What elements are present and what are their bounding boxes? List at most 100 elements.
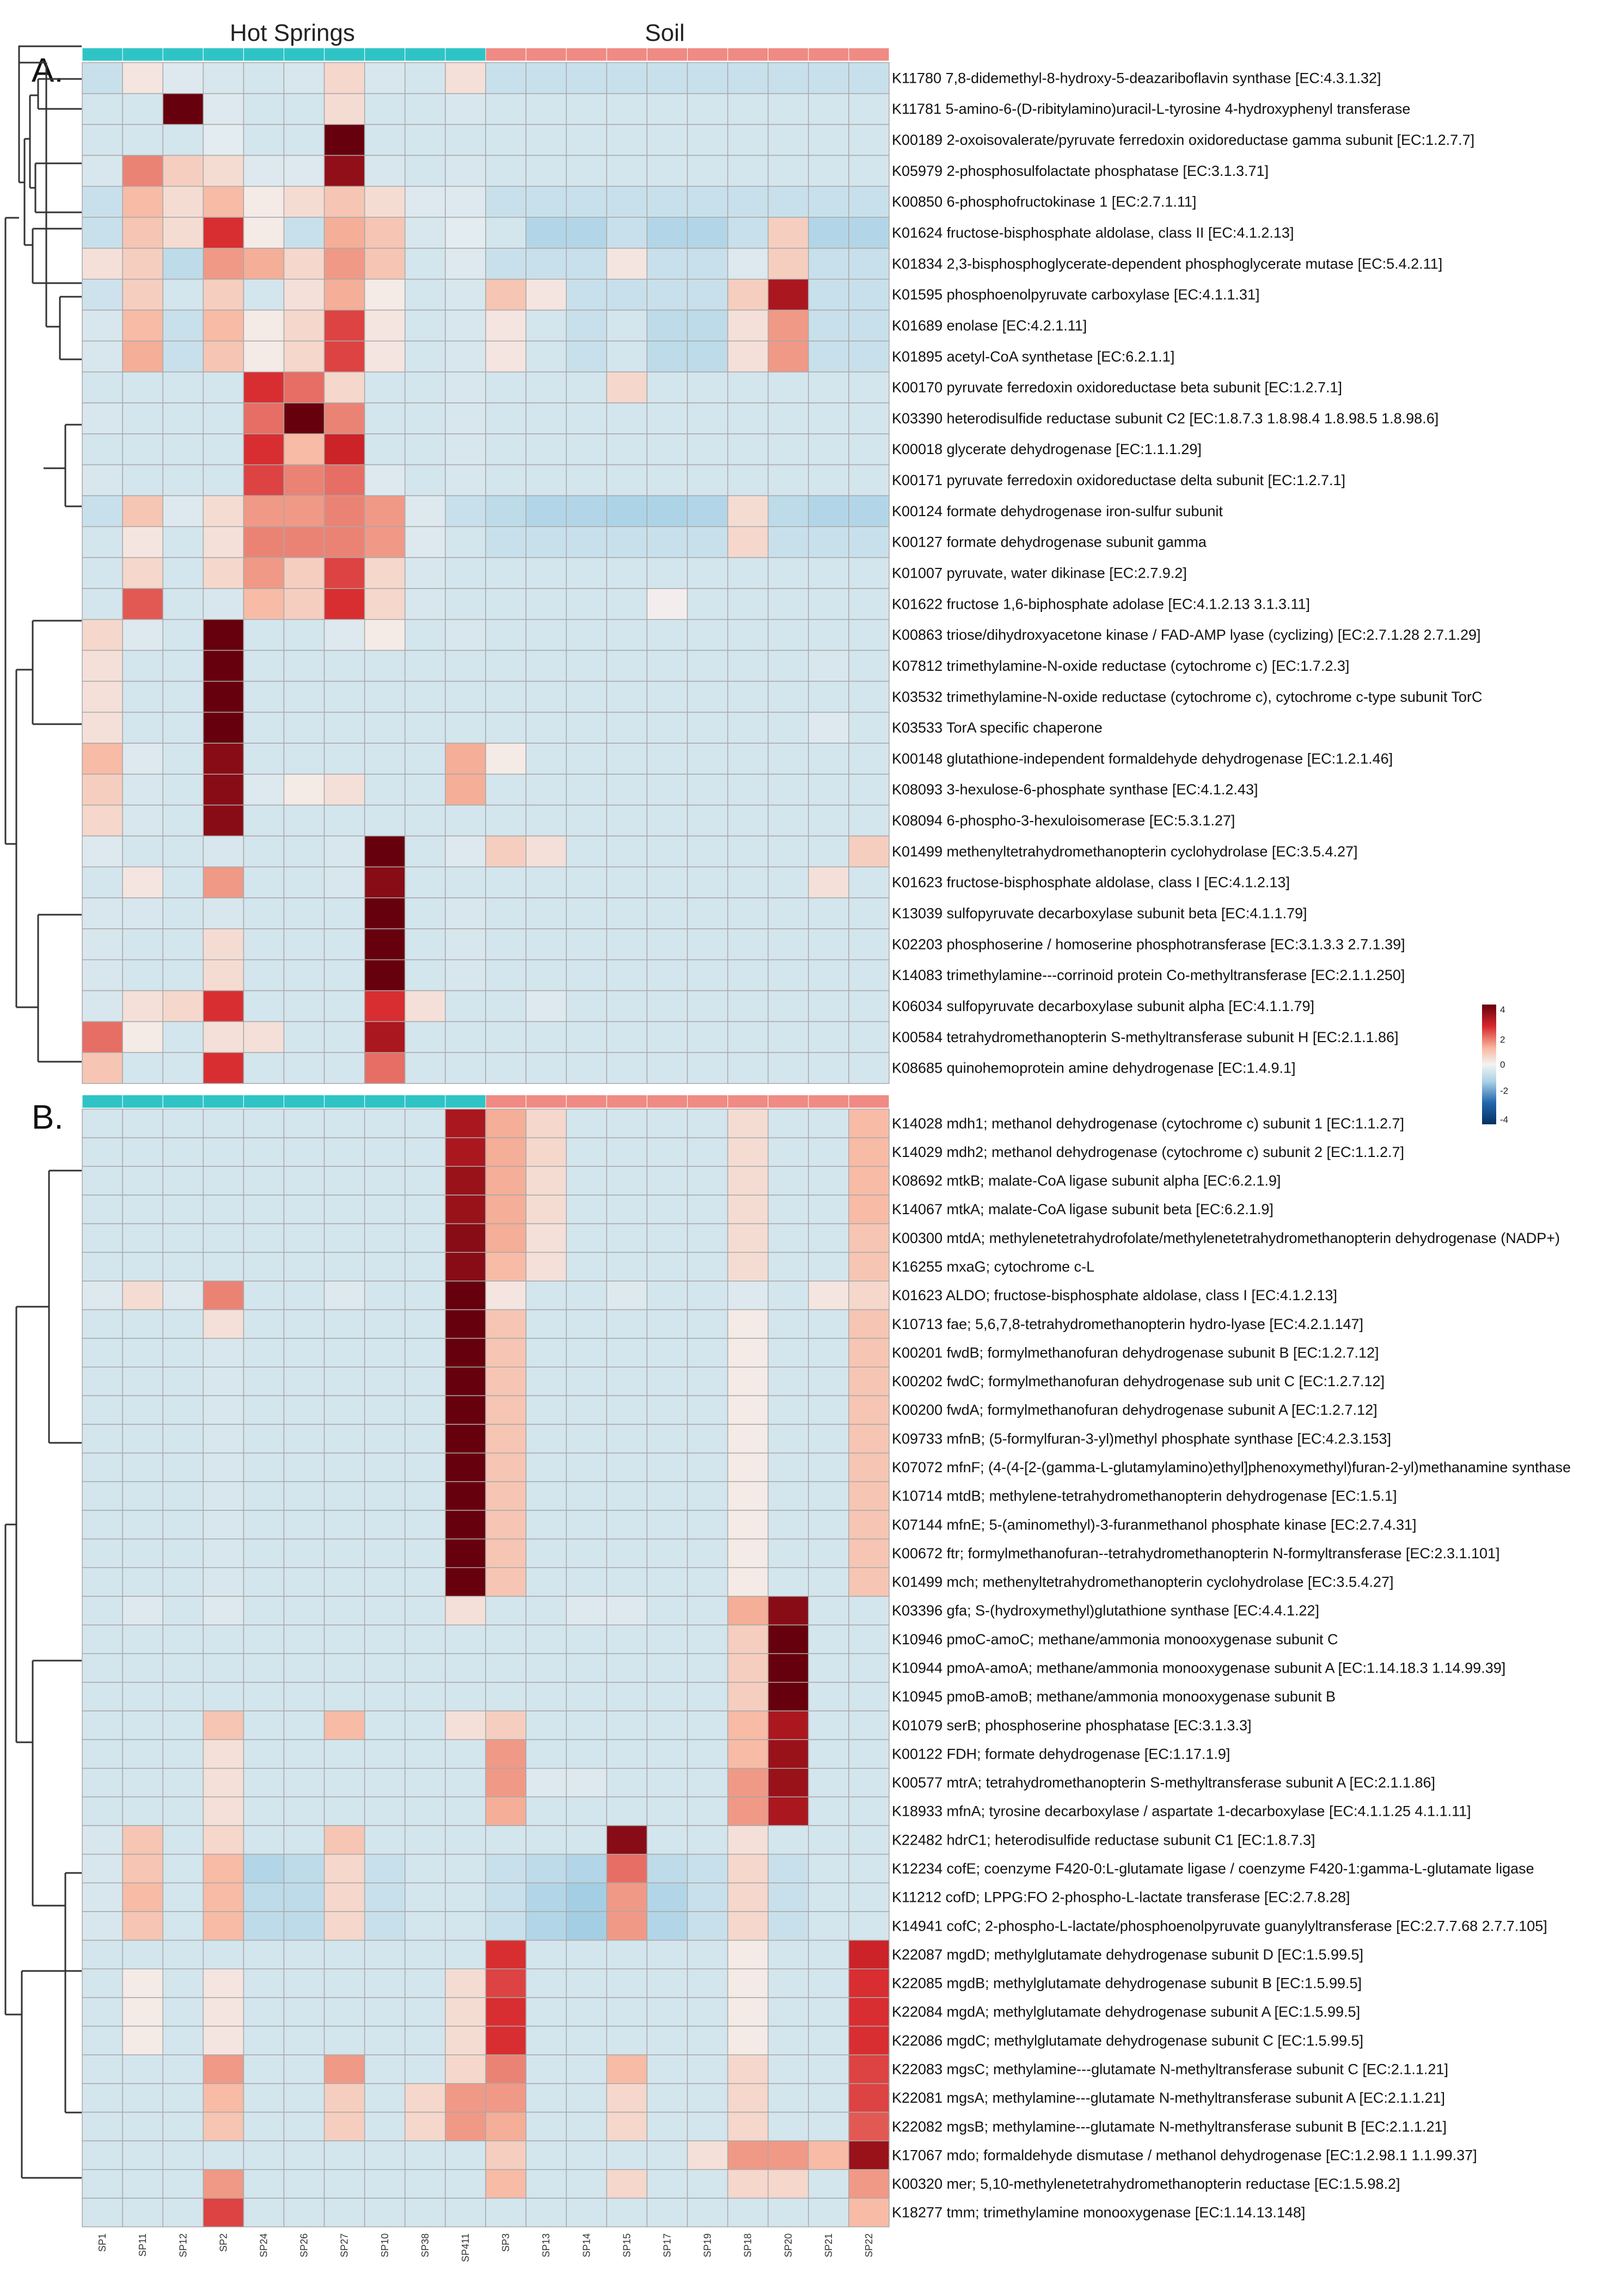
heatmap-cell [364,1739,406,1769]
heatmap-cell [364,1596,406,1626]
heatmap-cell [485,959,526,991]
heatmap-cell [122,155,163,187]
heatmap-cell [364,804,406,837]
heatmap-cell [485,124,526,156]
heatmap-cell [646,1367,688,1397]
heatmap-cell [606,1109,648,1138]
heatmap-cell [727,681,769,713]
heatmap-cell [122,1281,163,1311]
heatmap-cell [646,2169,688,2199]
heatmap-cell [566,1424,608,1454]
heatmap-cell [767,1338,809,1368]
heatmap-cell [566,588,608,620]
group-label-soil: Soil [645,20,684,46]
heatmap-cell [405,1853,446,1884]
heatmap-cell [727,1825,769,1855]
heatmap-cell [162,1195,204,1224]
group-bar-b-sp1 [82,1094,123,1109]
heatmap-cell [687,1338,728,1368]
heatmap-cell [82,1166,123,1196]
heatmap-cell [606,743,648,775]
heatmap-cell [727,1195,769,1224]
heatmap-cell [445,588,486,620]
heatmap-cell [243,186,285,218]
heatmap-cell [82,526,123,558]
heatmap-cell [767,1911,809,1941]
row-label: K11780 7,8-didemethyl-8-hydroxy-5-deazar… [892,70,1381,86]
heatmap-cell [485,1166,526,1196]
heatmap-cell [606,1682,648,1712]
heatmap-cell [283,93,325,125]
group-bar-a-sp20 [768,47,809,62]
row-label: K22083 mgsC; methylamine---glutamate N-m… [892,2061,1448,2077]
heatmap-cell [485,1997,526,2027]
heatmap-cell [848,774,890,806]
heatmap-cell [646,1109,688,1138]
heatmap-cell [364,1137,406,1167]
heatmap-cell [243,1367,285,1397]
heatmap-cell [646,1424,688,1454]
heatmap-cell [808,1252,849,1282]
heatmap-cell [203,1911,244,1941]
heatmap-cell [162,217,204,249]
heatmap-cell [82,1596,123,1626]
heatmap-cell [203,2169,244,2199]
heatmap-cell [687,1767,728,1798]
heatmap-cell [727,1424,769,1454]
heatmap-cell [687,1281,728,1311]
heatmap-cell [767,1825,809,1855]
heatmap-cell [445,1395,486,1425]
heatmap-cell [323,650,365,682]
heatmap-cell [283,1939,325,1969]
heatmap-cell [243,804,285,837]
heatmap-cell [848,1911,890,1941]
heatmap-cell [405,2111,446,2141]
heatmap-cell [687,371,728,403]
heatmap-cell [243,1338,285,1368]
heatmap-cell [606,2169,648,2199]
heatmap-cell [687,1682,728,1712]
heatmap-cell [485,155,526,187]
heatmap-cell [445,526,486,558]
heatmap-cell [606,1596,648,1626]
heatmap-cell [445,774,486,806]
heatmap-cell [323,93,365,125]
heatmap-cell [122,619,163,651]
heatmap-cell [485,1137,526,1167]
heatmap-cell [848,835,890,868]
heatmap-cell [727,2140,769,2170]
heatmap-cell [525,1882,567,1912]
heatmap-cell [727,93,769,125]
heatmap-cell [767,1567,809,1597]
row-label: K01499 mch; methenyltetrahydromethanopte… [892,1574,1394,1590]
heatmap-cell [767,1624,809,1654]
heatmap-cell [243,2083,285,2113]
heatmap-cell [848,990,890,1023]
heatmap-cell [808,1882,849,1912]
heatmap-cell [767,650,809,682]
heatmap-cell [727,2197,769,2227]
heatmap-cell [646,1195,688,1224]
heatmap-cell [848,62,890,94]
heatmap-cell [82,743,123,775]
heatmap-cell [727,897,769,929]
heatmap-cell [405,1309,446,1339]
heatmap-cell [364,1911,406,1941]
heatmap-cell [808,650,849,682]
heatmap-cell [243,1653,285,1683]
heatmap-cell [283,1825,325,1855]
heatmap-cell [485,866,526,898]
heatmap-cell [525,278,567,311]
heatmap-cell [82,62,123,94]
heatmap-cell [525,464,567,497]
heatmap-cell [122,433,163,466]
heatmap-cell [727,2083,769,2113]
heatmap-cell [606,2054,648,2084]
legend-tick-min: -4 [1500,1115,1508,1125]
heatmap-cell [808,1825,849,1855]
panel-b-label: B. [32,1099,64,1136]
heatmap-cell [445,464,486,497]
heatmap-cell [243,93,285,125]
heatmap-cell [162,1452,204,1483]
heatmap-cell [283,1710,325,1740]
